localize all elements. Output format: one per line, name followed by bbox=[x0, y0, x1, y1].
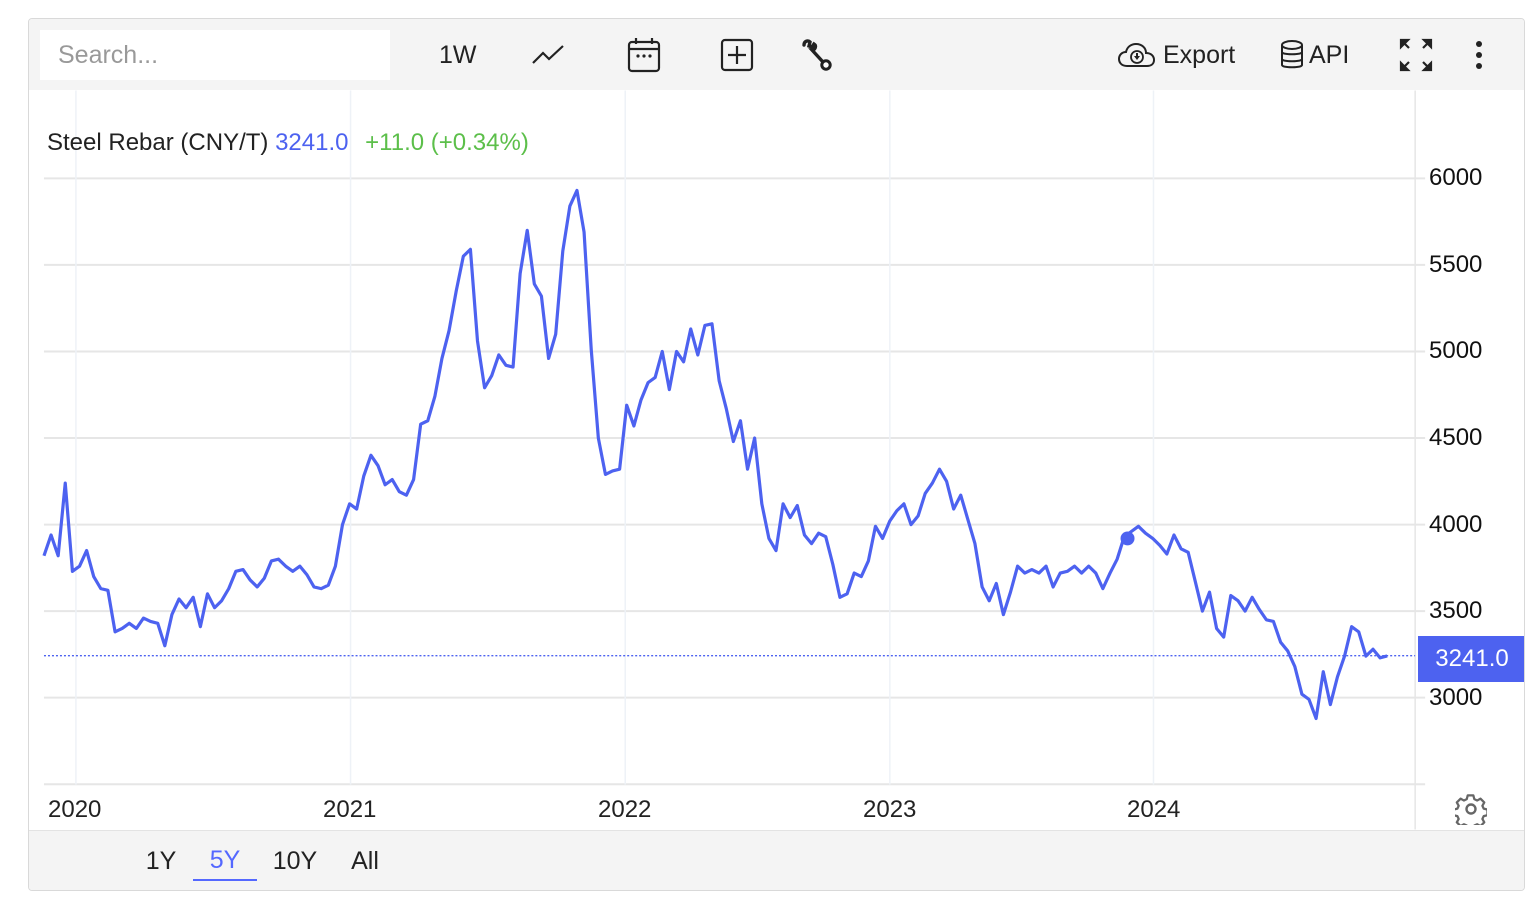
legend-change: +11.0 (+0.34%) bbox=[365, 129, 529, 156]
more-menu-button[interactable] bbox=[1473, 33, 1485, 77]
y-tick-label: 3500 bbox=[1429, 597, 1483, 625]
price-line bbox=[42, 188, 1388, 721]
chart-type-button[interactable] bbox=[531, 33, 565, 77]
x-tick-label: 2023 bbox=[863, 796, 917, 823]
gear-icon bbox=[1452, 794, 1489, 831]
range-10y[interactable]: 10Y bbox=[272, 846, 318, 875]
fullscreen-button[interactable] bbox=[1399, 33, 1433, 77]
range-selector: 1Y 5Y 10Y All bbox=[29, 830, 1524, 890]
date-range-button[interactable] bbox=[627, 33, 661, 77]
range-1y[interactable]: 1Y bbox=[145, 846, 177, 875]
x-tick-label: 2020 bbox=[48, 796, 102, 823]
chart-settings-button[interactable] bbox=[1452, 793, 1489, 831]
calendar-icon bbox=[627, 38, 661, 73]
range-5y[interactable]: 5Y bbox=[193, 841, 257, 881]
fullscreen-icon bbox=[1399, 38, 1433, 72]
api-label: API bbox=[1309, 40, 1350, 69]
toolbar: 1W Export API bbox=[29, 19, 1524, 90]
add-box-icon bbox=[720, 38, 754, 72]
settings-tools-button[interactable] bbox=[801, 33, 833, 77]
range-all[interactable]: All bbox=[351, 846, 379, 875]
x-tick-label: 2022 bbox=[598, 796, 652, 823]
interval-button[interactable]: 1W bbox=[439, 33, 477, 77]
legend-series-name: Steel Rebar (CNY/T) bbox=[47, 129, 269, 156]
api-button[interactable]: API bbox=[1279, 33, 1349, 77]
interval-label: 1W bbox=[439, 40, 477, 69]
export-button[interactable]: Export bbox=[1117, 33, 1235, 77]
y-tick-label: 5500 bbox=[1429, 250, 1483, 278]
grid bbox=[43, 90, 1426, 830]
last-price-tag: 3241.0 bbox=[1418, 636, 1524, 682]
wrench-icon bbox=[802, 39, 832, 71]
add-indicator-button[interactable] bbox=[720, 33, 754, 77]
highlight-point bbox=[1120, 531, 1135, 546]
plot-area[interactable] bbox=[29, 90, 1524, 830]
y-tick-label: 5000 bbox=[1429, 337, 1483, 365]
line-chart-icon bbox=[532, 45, 564, 64]
y-tick-label: 6000 bbox=[1429, 164, 1483, 191]
legend: Steel Rebar (CNY/T) 3241.0 +11.0 (+0.34%… bbox=[47, 129, 529, 157]
y-tick-label: 4500 bbox=[1429, 424, 1483, 451]
search-input[interactable] bbox=[40, 30, 390, 80]
y-tick-label: 3000 bbox=[1429, 684, 1483, 711]
cloud-download-icon bbox=[1117, 42, 1156, 67]
database-icon bbox=[1281, 40, 1303, 69]
chart-widget: 1W Export API bbox=[28, 18, 1525, 891]
export-label: Export bbox=[1163, 40, 1236, 69]
more-vertical-icon bbox=[1476, 41, 1482, 69]
legend-price: 3241.0 bbox=[275, 129, 349, 156]
x-tick-label: 2024 bbox=[1127, 796, 1181, 823]
y-tick-label: 4000 bbox=[1429, 510, 1483, 538]
x-tick-label: 2021 bbox=[323, 796, 377, 823]
